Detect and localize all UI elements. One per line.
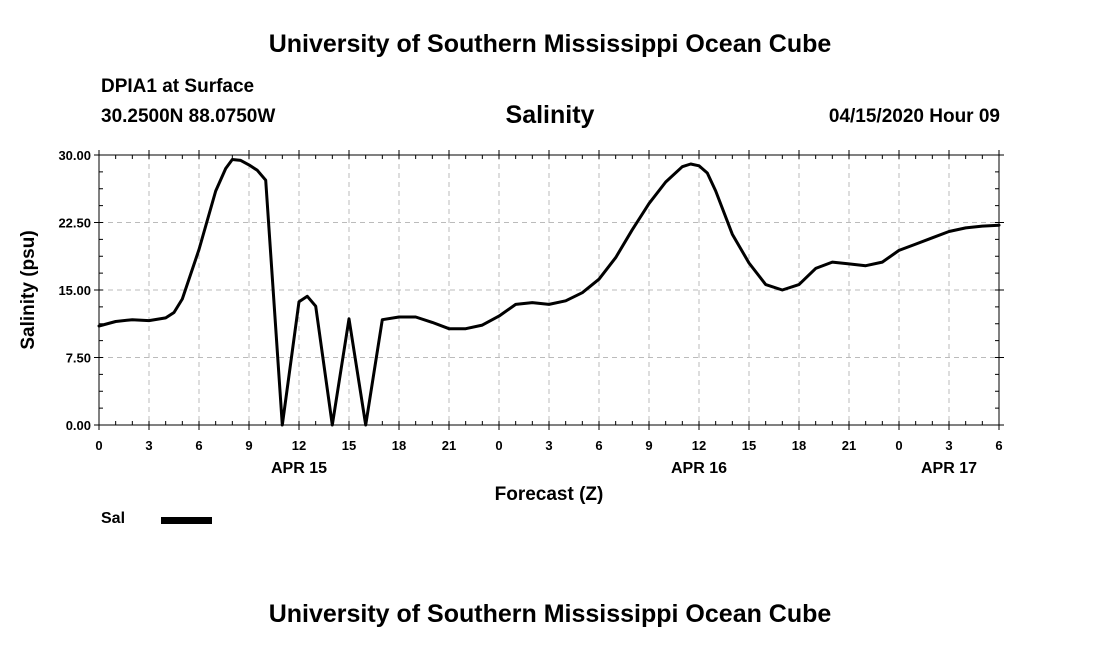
plot-frame xyxy=(98,154,1000,426)
coordinates-label: 30.2500N 88.0750W xyxy=(101,106,276,127)
x-tick-label: 0 xyxy=(95,438,102,453)
x-tick-label: 6 xyxy=(595,438,602,453)
x-tick-label: 6 xyxy=(995,438,1002,453)
x-tick-label: 0 xyxy=(495,438,502,453)
y-tick-label: 7.50 xyxy=(66,351,91,366)
x-tick-label: 3 xyxy=(945,438,952,453)
page-title: University of Southern Mississippi Ocean… xyxy=(268,30,832,58)
tick-labels: 0.00 7.50 15.00 22.50 30.00 0 3 6 9 12 15 18 21 0 3 6 9 1… xyxy=(58,148,1002,477)
y-axis-label: Salinity (psu) xyxy=(18,230,39,349)
legend-swatch xyxy=(161,517,212,524)
x-tick-label: 3 xyxy=(145,438,152,453)
x-tick-label: 21 xyxy=(842,438,856,453)
y-tick-label: 22.50 xyxy=(58,216,91,231)
x-tick-label: 9 xyxy=(645,438,652,453)
chart-title: Salinity xyxy=(505,101,595,129)
x-axis-label: Forecast (Z) xyxy=(495,484,604,505)
y-tick-label: 15.00 xyxy=(58,283,91,298)
x-tick-label: 18 xyxy=(792,438,806,453)
x-tick-label: 12 xyxy=(292,438,306,453)
x-tick-label: 12 xyxy=(692,438,706,453)
x-tick-label: 9 xyxy=(245,438,252,453)
x-tick-label: 15 xyxy=(342,438,356,453)
series-layer xyxy=(97,158,1001,427)
x-tick-label: 18 xyxy=(392,438,406,453)
series-line-sal xyxy=(97,158,1001,427)
date-label: APR 16 xyxy=(671,460,727,477)
y-tick-label: 0.00 xyxy=(66,418,91,433)
x-tick-label: 3 xyxy=(545,438,552,453)
grid xyxy=(99,155,999,425)
x-tick-label: 21 xyxy=(442,438,456,453)
footer-title: University of Southern Mississippi Ocean… xyxy=(268,600,832,628)
x-tick-label: 15 xyxy=(742,438,756,453)
station-label: DPIA1 at Surface xyxy=(101,76,255,97)
x-tick-label: 6 xyxy=(195,438,202,453)
timestamp-label: 04/15/2020 Hour 09 xyxy=(828,106,1000,127)
x-tick-label: 0 xyxy=(895,438,902,453)
legend-label: Sal xyxy=(101,510,126,527)
date-label: APR 15 xyxy=(271,460,327,477)
date-label: APR 17 xyxy=(921,460,977,477)
y-tick-label: 30.00 xyxy=(58,148,91,163)
